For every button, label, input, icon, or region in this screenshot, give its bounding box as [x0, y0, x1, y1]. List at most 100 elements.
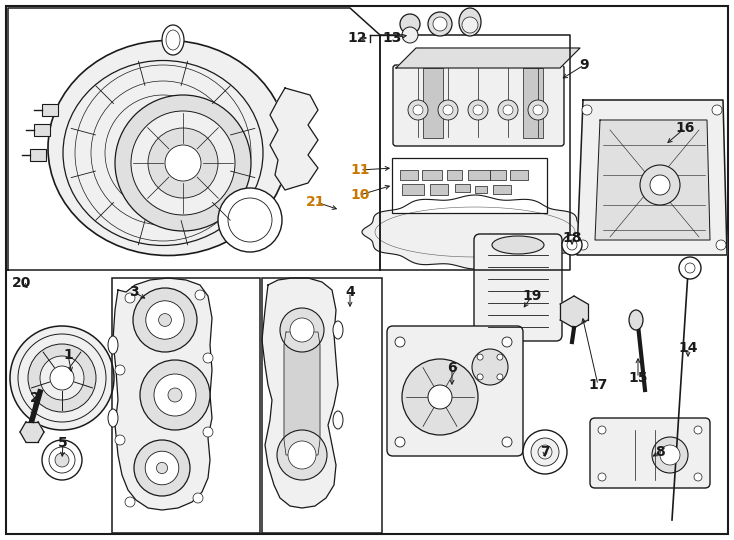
Circle shape [402, 359, 478, 435]
Circle shape [203, 427, 213, 437]
Circle shape [133, 288, 197, 352]
Circle shape [462, 17, 478, 33]
Circle shape [28, 344, 96, 412]
Bar [493, 185, 511, 194]
Circle shape [640, 165, 680, 205]
Circle shape [502, 437, 512, 447]
Circle shape [146, 301, 184, 339]
Bar [422, 170, 442, 180]
Circle shape [195, 290, 205, 300]
Polygon shape [284, 332, 320, 455]
Circle shape [428, 12, 452, 36]
FancyBboxPatch shape [387, 326, 523, 456]
Circle shape [193, 493, 203, 503]
Circle shape [498, 100, 518, 120]
Circle shape [140, 360, 210, 430]
Polygon shape [560, 296, 588, 328]
Circle shape [131, 111, 235, 215]
Text: 13: 13 [382, 31, 401, 45]
Bar [262, 278, 382, 533]
Bar [392, 158, 547, 213]
Bar [523, 68, 543, 138]
Ellipse shape [459, 8, 481, 36]
Ellipse shape [48, 40, 288, 255]
Circle shape [402, 27, 418, 43]
Circle shape [413, 105, 423, 115]
Circle shape [438, 100, 458, 120]
Circle shape [528, 100, 548, 120]
Polygon shape [362, 195, 588, 269]
Circle shape [477, 354, 483, 360]
Circle shape [533, 105, 543, 115]
Circle shape [598, 426, 606, 434]
Text: 20: 20 [12, 276, 32, 290]
Bar [34, 124, 50, 136]
Text: 8: 8 [655, 445, 665, 459]
Ellipse shape [492, 236, 544, 254]
Circle shape [428, 385, 452, 409]
Circle shape [650, 175, 670, 195]
Text: 16: 16 [675, 121, 694, 135]
Circle shape [125, 293, 135, 303]
Polygon shape [595, 120, 710, 240]
Ellipse shape [333, 411, 343, 429]
Text: 12: 12 [347, 31, 367, 45]
Bar [30, 149, 46, 161]
Circle shape [694, 473, 702, 481]
Text: 17: 17 [589, 378, 608, 392]
Circle shape [433, 17, 447, 31]
Circle shape [156, 462, 167, 474]
Circle shape [598, 473, 606, 481]
Circle shape [50, 366, 74, 390]
Circle shape [159, 314, 172, 326]
Circle shape [42, 440, 82, 480]
Circle shape [288, 441, 316, 469]
Text: 10: 10 [350, 188, 370, 202]
Polygon shape [113, 278, 212, 510]
Circle shape [477, 374, 483, 380]
Circle shape [203, 353, 213, 363]
Circle shape [712, 105, 722, 115]
Text: 19: 19 [523, 289, 542, 303]
Bar [510, 170, 528, 180]
Circle shape [280, 308, 324, 352]
Circle shape [562, 235, 582, 255]
Circle shape [716, 240, 726, 250]
Circle shape [578, 240, 588, 250]
Circle shape [115, 435, 125, 445]
Bar [400, 170, 418, 180]
Circle shape [497, 374, 503, 380]
Polygon shape [262, 278, 338, 508]
Bar [490, 170, 506, 180]
Circle shape [582, 105, 592, 115]
Circle shape [10, 326, 114, 430]
Text: 3: 3 [129, 285, 139, 299]
Circle shape [125, 497, 135, 507]
Circle shape [652, 437, 688, 473]
Circle shape [395, 337, 405, 347]
Bar [468, 170, 490, 180]
Text: 6: 6 [447, 361, 457, 375]
FancyBboxPatch shape [590, 418, 710, 488]
Text: 2: 2 [30, 391, 40, 405]
Text: 15: 15 [628, 371, 647, 385]
Bar [423, 68, 443, 138]
Polygon shape [577, 100, 727, 255]
Circle shape [290, 318, 314, 342]
Circle shape [473, 105, 483, 115]
Circle shape [165, 145, 201, 181]
Circle shape [694, 426, 702, 434]
Text: 11: 11 [350, 163, 370, 177]
Circle shape [148, 128, 218, 198]
Ellipse shape [63, 60, 263, 246]
Circle shape [503, 105, 513, 115]
FancyBboxPatch shape [393, 65, 564, 146]
Text: 7: 7 [540, 445, 550, 459]
Bar [475, 186, 487, 193]
Circle shape [400, 14, 420, 34]
Circle shape [472, 349, 508, 385]
Ellipse shape [162, 25, 184, 55]
Bar [455, 184, 470, 192]
Bar [447, 170, 462, 180]
Circle shape [168, 388, 182, 402]
